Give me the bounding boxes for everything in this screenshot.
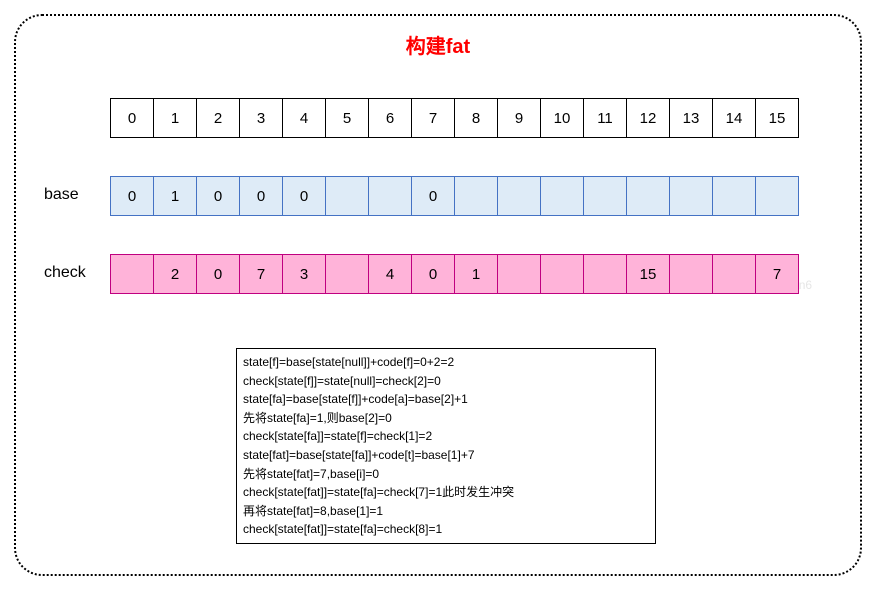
base-cell: 0 [411,176,455,216]
base-cell [755,176,799,216]
check-cell [325,254,369,294]
index-cell: 4 [282,98,326,138]
index-cell: 9 [497,98,541,138]
description-line: check[state[fat]]=state[fa]=check[8]=1 [243,520,649,539]
description-line: 先将state[fat]=7,base[i]=0 [243,465,649,484]
check-cell [540,254,584,294]
diagram-title: 构建fat [16,30,860,59]
description-line: check[state[fa]]=state[f]=check[1]=2 [243,427,649,446]
index-cell: 12 [626,98,670,138]
description-line: state[f]=base[state[null]]+code[f]=0+2=2 [243,353,649,372]
base-cell [368,176,412,216]
diagram-container: 构建fat cherrychen6 cherrychen6 cherrychen… [14,14,862,576]
index-cell: 1 [153,98,197,138]
base-label: base [44,186,79,204]
check-cell: 7 [239,254,283,294]
base-cell: 1 [153,176,197,216]
description-box: state[f]=base[state[null]]+code[f]=0+2=2… [236,348,656,544]
description-line: 再将state[fat]=8,base[1]=1 [243,502,649,521]
base-row: base 010000 [16,176,860,216]
index-cell: 2 [196,98,240,138]
index-row: 0123456789101112131415 [16,98,860,138]
base-cell: 0 [239,176,283,216]
description-line: check[state[f]]=state[null]=check[2]=0 [243,372,649,391]
base-cell [325,176,369,216]
description-line: state[fat]=base[state[fa]]+code[t]=base[… [243,446,649,465]
check-cell: 4 [368,254,412,294]
description-line: state[fa]=base[state[f]]+code[a]=base[2]… [243,390,649,409]
index-cell: 10 [540,98,584,138]
check-cell [712,254,756,294]
description-line: 先将state[fa]=1,则base[2]=0 [243,409,649,428]
base-cell: 0 [110,176,154,216]
check-cell [497,254,541,294]
check-row: check 2073401157 [16,254,860,294]
base-cell [583,176,627,216]
index-cell: 0 [110,98,154,138]
check-cell [669,254,713,294]
index-cell: 13 [669,98,713,138]
base-cell [669,176,713,216]
check-cell: 7 [755,254,799,294]
index-cell: 11 [583,98,627,138]
base-cell [497,176,541,216]
index-cell: 8 [454,98,498,138]
index-cell: 5 [325,98,369,138]
check-cell [110,254,154,294]
base-cell [712,176,756,216]
base-cell [454,176,498,216]
description-line: check[state[fat]]=state[fa]=check[7]=1此时… [243,483,649,502]
rows-area: 0123456789101112131415 base 010000 check… [16,98,860,332]
base-cell: 0 [196,176,240,216]
index-cell: 6 [368,98,412,138]
check-label: check [44,264,86,282]
check-cell: 0 [196,254,240,294]
check-cell: 0 [411,254,455,294]
check-cell: 15 [626,254,670,294]
check-cell: 3 [282,254,326,294]
index-cell: 7 [411,98,455,138]
base-cell: 0 [282,176,326,216]
check-cell: 1 [454,254,498,294]
base-cell [626,176,670,216]
check-cell: 2 [153,254,197,294]
index-cell: 3 [239,98,283,138]
check-cell [583,254,627,294]
index-cell: 14 [712,98,756,138]
base-cell [540,176,584,216]
index-cell: 15 [755,98,799,138]
